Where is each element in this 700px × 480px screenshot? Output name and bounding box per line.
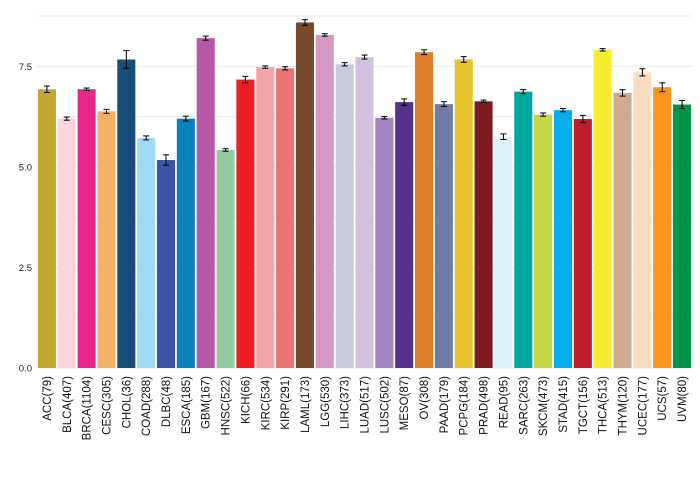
bar-KIRC(534) (256, 67, 275, 368)
x-tick-label: GBM(167) (201, 376, 213, 429)
x-tick-label: LUAD(517) (360, 376, 372, 434)
x-tick-label: DLBC(48) (161, 376, 173, 427)
y-axis: 0.0 2.5 5.0 7.5 (19, 62, 32, 375)
x-tick-label: OV(308) (419, 376, 431, 420)
bar-LIHC(373) (335, 64, 354, 368)
bar-STAD(415) (553, 110, 573, 369)
bar-KICH(66) (236, 79, 255, 369)
x-tick-label: PRAD(498) (479, 376, 491, 435)
bar-CHOL(36) (117, 59, 136, 368)
x-tick-label: ESCA(185) (181, 376, 193, 434)
x-tick-label: LAML(173) (300, 376, 312, 433)
x-tick-label: MESO(87) (399, 376, 411, 430)
x-tick-label: UCS(57) (657, 376, 669, 421)
bar-SKCM(473) (534, 114, 553, 369)
x-tick-label: LGG(530) (320, 376, 332, 427)
x-tick-label: UVM(80) (677, 376, 689, 422)
bar-LGG(530) (315, 34, 334, 368)
bar-DLBC(48) (156, 160, 176, 368)
bar-LAML(173) (295, 22, 314, 368)
x-tick-label: LUSC(502) (379, 376, 391, 434)
bar-LUSC(502) (375, 117, 394, 368)
bar-THCA(513) (593, 49, 612, 368)
y-tick-label: 0.0 (19, 364, 32, 375)
bars (37, 22, 692, 369)
bar-PCPG(184) (454, 59, 473, 368)
x-tick-label: TGCT(156) (578, 376, 590, 434)
error-bars (43, 19, 686, 166)
x-tick-label: COAD(288) (141, 376, 153, 436)
x-tick-label: THYM(120) (618, 376, 630, 436)
bar-HNSC(522) (216, 149, 235, 368)
x-tick-label: PAAD(179) (439, 376, 451, 433)
bar-BRCA(1104) (77, 89, 96, 368)
x-tick-label: BRCA(1104) (82, 376, 94, 441)
bar-SARC(263) (514, 91, 533, 368)
bar-ACC(79) (37, 89, 56, 368)
bar-PAAD(179) (434, 104, 453, 368)
x-tick-label: HNSC(522) (221, 376, 233, 436)
bar-LUAD(517) (355, 57, 374, 368)
bar-CESC(305) (97, 111, 116, 368)
x-tick-label: ACC(79) (42, 376, 54, 421)
bar-ESCA(185) (176, 118, 195, 368)
bar-UVM(80) (673, 104, 692, 369)
x-tick-label: CHOL(36) (121, 376, 133, 429)
bar-UCEC(177) (633, 72, 652, 368)
y-tick-label: 7.5 (19, 62, 32, 73)
bar-BLCA(407) (57, 118, 76, 368)
x-axis: ACC(79) BLCA(407) BRCA(1104) CESC(305) CHOL(… (42, 376, 689, 441)
x-tick-label: SARC(263) (518, 376, 530, 435)
bar-MESO(87) (395, 102, 414, 368)
bar-TGCT(156) (573, 119, 592, 368)
bar-READ(95) (494, 136, 513, 368)
x-tick-label: STAD(415) (558, 376, 570, 433)
bar-OV(308) (415, 52, 434, 368)
x-tick-label: LIHC(373) (340, 376, 352, 429)
y-tick-label: 2.5 (19, 263, 32, 274)
x-tick-label: READ(95) (498, 376, 510, 429)
bar-UCS(57) (653, 87, 672, 369)
bar-GBM(167) (196, 38, 215, 369)
bar-THYM(120) (613, 92, 632, 369)
x-tick-label: SKCM(473) (538, 376, 550, 436)
x-tick-label: CESC(305) (101, 376, 113, 435)
x-tick-label: KICH(66) (240, 376, 252, 424)
x-tick-label: KIRP(291) (280, 376, 292, 430)
bar-KIRP(291) (276, 68, 295, 369)
bar-PRAD(498) (474, 101, 493, 368)
x-tick-label: PCPG(184) (459, 376, 471, 436)
bar-COAD(288) (137, 137, 156, 368)
x-tick-label: THCA(513) (598, 376, 610, 434)
y-tick-label: 5.0 (19, 162, 32, 173)
x-tick-label: KIRC(534) (260, 376, 272, 430)
x-tick-label: UCEC(177) (637, 376, 649, 436)
x-tick-label: BLCA(407) (62, 376, 74, 433)
